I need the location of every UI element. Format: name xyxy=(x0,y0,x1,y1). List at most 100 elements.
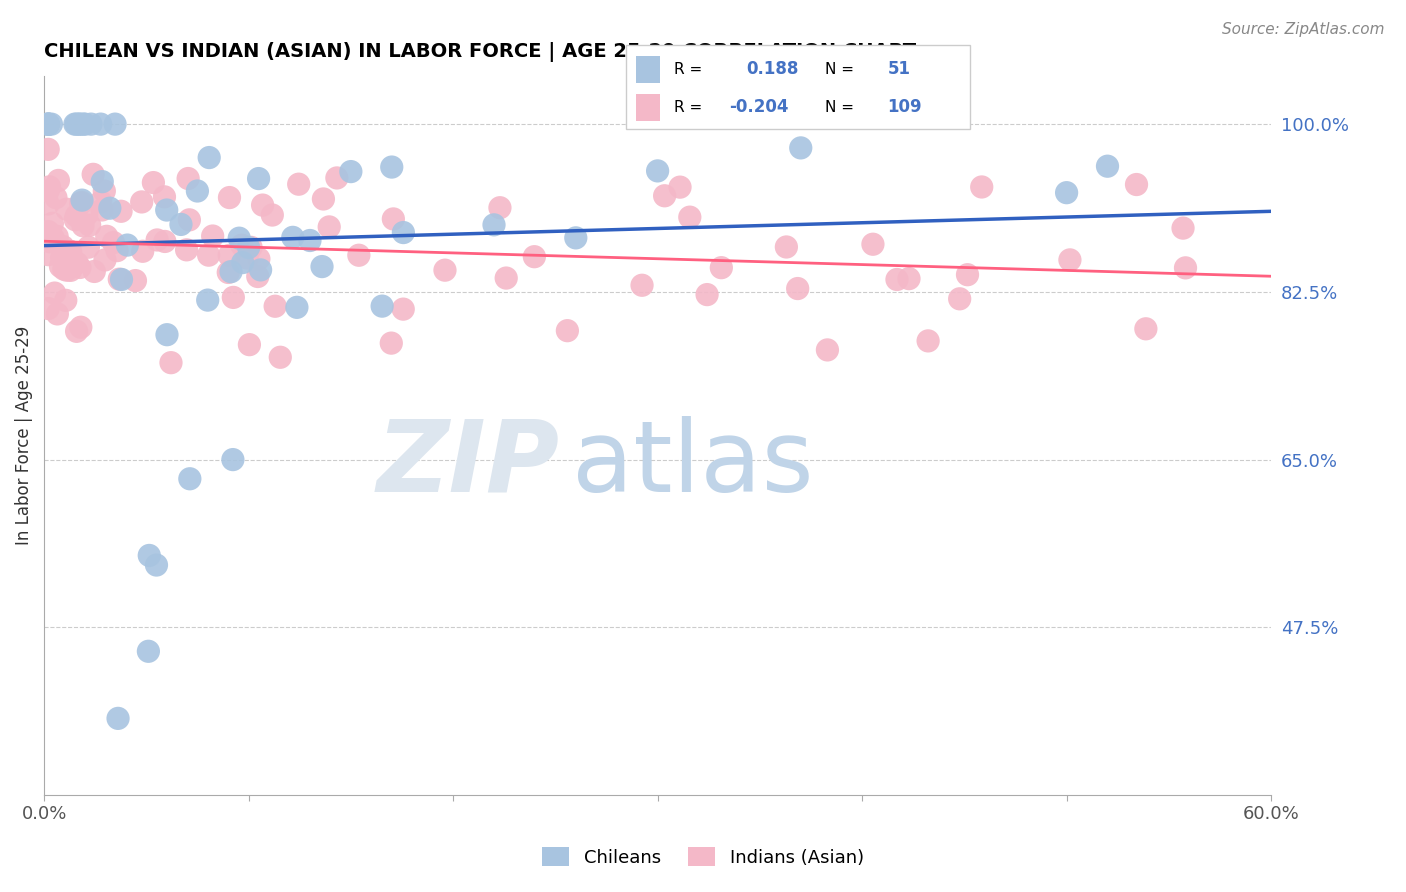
Point xyxy=(815,343,838,357)
Point xyxy=(232,255,254,269)
Point xyxy=(55,263,77,277)
Point xyxy=(37,117,59,131)
Point xyxy=(107,711,129,725)
Point xyxy=(696,287,718,301)
Point xyxy=(83,264,105,278)
Point xyxy=(124,274,146,288)
Text: 0.188: 0.188 xyxy=(747,60,799,78)
Point xyxy=(153,190,176,204)
Point xyxy=(48,173,70,187)
Point xyxy=(37,142,59,156)
Point xyxy=(160,356,183,370)
Point xyxy=(311,260,333,274)
Point xyxy=(156,202,179,217)
Point xyxy=(80,117,103,131)
Point xyxy=(679,210,702,224)
Point xyxy=(392,302,415,317)
Point xyxy=(131,194,153,209)
Point xyxy=(65,209,87,223)
Text: 109: 109 xyxy=(887,98,922,116)
Point xyxy=(49,260,72,274)
FancyBboxPatch shape xyxy=(626,45,970,129)
Point xyxy=(156,327,179,342)
Point xyxy=(565,231,588,245)
Point xyxy=(326,170,349,185)
Point xyxy=(59,244,82,259)
Point xyxy=(252,198,274,212)
Point xyxy=(198,151,221,165)
Point xyxy=(380,336,402,351)
Point xyxy=(392,226,415,240)
Point xyxy=(45,191,67,205)
Point xyxy=(91,175,114,189)
Point xyxy=(44,286,66,301)
Text: R =: R = xyxy=(673,100,702,115)
Point xyxy=(786,281,808,295)
Point xyxy=(110,272,132,286)
Point xyxy=(219,265,242,279)
Point xyxy=(236,251,259,265)
Point xyxy=(66,256,89,270)
Point xyxy=(41,216,63,230)
Point xyxy=(177,171,200,186)
Point xyxy=(371,299,394,313)
Point xyxy=(970,180,993,194)
Point xyxy=(197,248,219,262)
Text: 51: 51 xyxy=(887,60,911,78)
Point xyxy=(179,472,201,486)
Point xyxy=(69,260,91,275)
Point xyxy=(482,218,505,232)
Point xyxy=(179,212,201,227)
Point xyxy=(281,230,304,244)
Point xyxy=(222,452,245,467)
Point xyxy=(46,229,69,244)
Point xyxy=(41,117,63,131)
Point xyxy=(59,244,82,259)
Point xyxy=(862,237,884,252)
Point xyxy=(38,179,60,194)
Point xyxy=(218,248,240,262)
Point xyxy=(249,263,271,277)
Point xyxy=(247,171,270,186)
Point xyxy=(523,250,546,264)
Point xyxy=(898,271,921,285)
Point xyxy=(318,219,340,234)
Point xyxy=(298,234,321,248)
Point xyxy=(37,247,59,261)
Point xyxy=(105,244,128,258)
Point xyxy=(69,320,91,334)
Point xyxy=(775,240,797,254)
Text: R =: R = xyxy=(673,62,702,77)
Point xyxy=(1056,186,1078,200)
Point xyxy=(70,195,93,210)
Point xyxy=(631,278,654,293)
Point xyxy=(647,164,669,178)
Point xyxy=(956,268,979,282)
Point xyxy=(790,141,813,155)
Point xyxy=(269,351,291,365)
Bar xyxy=(636,55,661,83)
Point xyxy=(1059,252,1081,267)
Point xyxy=(65,117,87,131)
Point xyxy=(347,248,370,262)
Point xyxy=(138,644,160,658)
Point xyxy=(382,211,405,226)
Point xyxy=(949,292,972,306)
Point xyxy=(557,324,579,338)
Bar xyxy=(636,94,661,120)
Point xyxy=(59,263,82,277)
Text: N =: N = xyxy=(825,100,855,115)
Point xyxy=(1171,221,1194,235)
Point xyxy=(39,235,62,249)
Point xyxy=(146,233,169,247)
Point xyxy=(495,271,517,285)
Point xyxy=(197,293,219,307)
Point xyxy=(142,176,165,190)
Point xyxy=(72,219,94,233)
Point xyxy=(110,204,132,219)
Point xyxy=(52,239,75,253)
Point xyxy=(1125,178,1147,192)
Text: ZIP: ZIP xyxy=(377,416,560,513)
Point xyxy=(240,240,263,254)
Point xyxy=(82,167,104,181)
